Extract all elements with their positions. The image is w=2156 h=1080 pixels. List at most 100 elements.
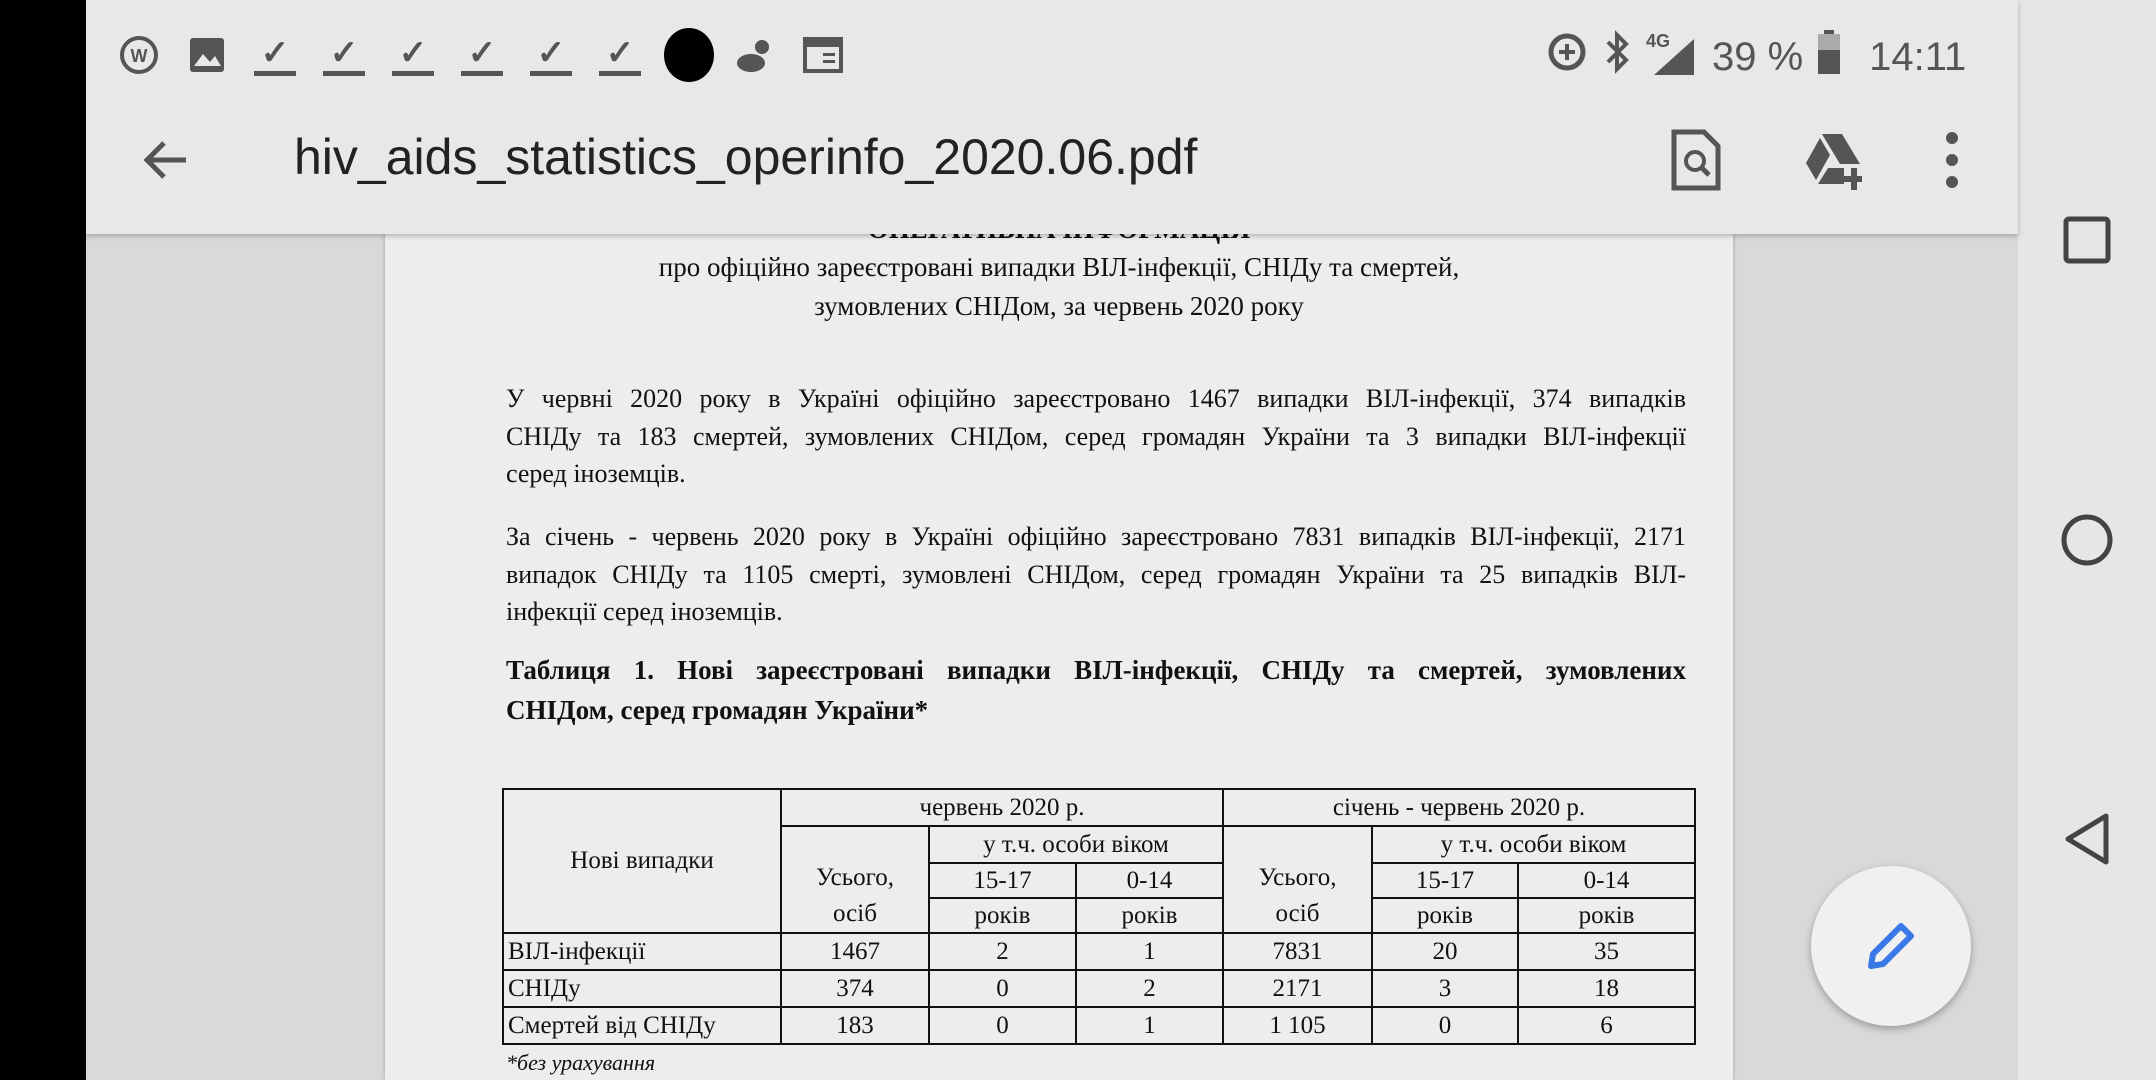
header-age-group: у т.ч. особи віком: [928, 825, 1224, 864]
bluetooth-icon: [1602, 30, 1632, 84]
more-vert-icon: [1946, 132, 1958, 188]
text-line: Таблиця 1. Нові зареєстровані випадки ВІ…: [506, 655, 1686, 685]
row-label: ВІЛ-інфекції: [502, 932, 782, 971]
row-label: СНІДу: [502, 969, 782, 1008]
recents-square-icon: [2063, 216, 2111, 264]
left-black-edge: [0, 0, 86, 1080]
navigation-bar: [2018, 0, 2156, 1080]
download-done-icon: ✓: [392, 34, 434, 76]
cell: 6: [1516, 1006, 1697, 1045]
header-age-group: у т.ч. особи віком: [1370, 825, 1697, 864]
text-line: СНІДом, серед громадян України*: [506, 695, 929, 725]
back-button[interactable]: [136, 128, 196, 192]
header-new-cases: Нові випадки: [502, 788, 782, 934]
battery-percent: 39 %: [1712, 34, 1804, 79]
cell: 2171: [1222, 969, 1373, 1008]
svg-text:W: W: [131, 46, 148, 66]
cell: 7831: [1222, 932, 1373, 971]
image-icon: [186, 34, 228, 76]
find-in-document-button[interactable]: [1666, 128, 1726, 192]
download-done-icon: ✓: [323, 34, 365, 76]
cell: 1: [1075, 1006, 1224, 1045]
text-line: осіб: [833, 900, 877, 927]
cell: 2: [1075, 969, 1224, 1008]
cell: 0: [1371, 1006, 1519, 1045]
network-type: 4G: [1646, 31, 1671, 51]
back-nav-button[interactable]: [2060, 812, 2114, 866]
home-button[interactable]: [2060, 513, 2114, 567]
header-age-0-14: 0-14: [1075, 862, 1224, 899]
header-age-15-17: 15-17: [1371, 862, 1519, 899]
find-in-document-icon: [1671, 129, 1721, 191]
wps-icon: W: [118, 34, 160, 76]
footnote: *без урахування: [506, 1050, 656, 1075]
header-years: років: [1075, 897, 1224, 934]
cell: 1467: [780, 932, 930, 971]
cell: 2: [928, 932, 1077, 971]
recents-button[interactable]: [2060, 213, 2114, 267]
table-heading: Таблиця 1. Нові зареєстровані випадки ВІ…: [506, 650, 1686, 730]
cell: 3: [1371, 969, 1519, 1008]
data-saver-icon: [1546, 31, 1588, 83]
cell: 1: [1075, 932, 1224, 971]
table-row: Смертей від СНІДу 183 0 1 1 105 0 6: [502, 1006, 1697, 1045]
cell: 374: [780, 969, 930, 1008]
paragraph-jan-june: За січень - червень 2020 року в Україні …: [506, 518, 1686, 631]
text-line: осіб: [1275, 900, 1320, 927]
status-right: 4G 39 % 14:11: [1546, 30, 1966, 84]
weather-icon: [734, 34, 776, 76]
back-arrow-icon: [143, 141, 186, 179]
cell: 0: [928, 1006, 1077, 1045]
back-triangle-icon: [2065, 813, 2109, 865]
header-total: Усього, осіб: [1222, 825, 1373, 934]
row-label: Смертей від СНІДу: [502, 1006, 782, 1045]
home-circle-icon: [2061, 514, 2113, 566]
text-line: Усього,: [815, 864, 895, 891]
document-title: hiv_aids_statistics_operinfo_2020.06.pdf: [294, 129, 1198, 185]
battery-icon: [1817, 30, 1841, 84]
text-line: СНІДу та 183 смертей, зумовлених СНІДом,…: [506, 421, 1686, 451]
app-header: W ✓ ✓ ✓ ✓ ✓ ✓ 4G 39 % 14:11 hiv_aids_sta…: [86, 0, 2018, 234]
header-years: років: [928, 897, 1077, 934]
text-line: За січень - червень 2020 року в Україні …: [506, 522, 1686, 551]
cell: 183: [780, 1006, 930, 1045]
header-jan-june: січень - червень 2020 р.: [1221, 788, 1697, 827]
table-row: СНІДу 374 0 2 2171 3 18: [502, 969, 1697, 1008]
text-line: серед іноземців.: [506, 459, 686, 488]
calendar-icon: [802, 34, 844, 76]
doc-subtitle-line-1: про офіційно зареєстровані випадки ВІЛ-і…: [658, 252, 1460, 282]
header-years: років: [1516, 897, 1697, 934]
add-to-drive-icon: [1806, 134, 1862, 190]
download-done-icon: ✓: [599, 34, 641, 76]
signal-4g-icon: 4G: [1646, 31, 1698, 79]
statistics-table: Нові випадки червень 2020 р. січень - че…: [502, 788, 1697, 1045]
cell: 0: [928, 969, 1077, 1008]
table-row: ВІЛ-інфекції 1467 2 1 7831 20 35: [502, 932, 1697, 971]
download-done-icon: ✓: [461, 34, 503, 76]
header-age-0-14: 0-14: [1516, 862, 1697, 899]
pdf-page: ОПЕРАТИВНА ІНФОРМАЦІЯ про офіційно зареє…: [385, 234, 1733, 1080]
doc-title: ОПЕРАТИВНА ІНФОРМАЦІЯ: [385, 234, 1733, 245]
edit-fab-button[interactable]: [1811, 866, 1971, 1026]
header-june: червень 2020 р.: [780, 788, 1224, 827]
cell: 20: [1371, 932, 1519, 971]
more-options-button[interactable]: [1922, 128, 1982, 192]
clock: 14:11: [1869, 34, 1967, 79]
cell: 35: [1516, 932, 1697, 971]
text-line: інфекції серед іноземців.: [506, 597, 783, 626]
text-line: Усього,: [1258, 864, 1337, 891]
add-to-drive-button[interactable]: [1802, 128, 1862, 192]
black-circle-icon: [664, 28, 714, 82]
header-age-15-17: 15-17: [928, 862, 1077, 899]
pdf-viewer[interactable]: ОПЕРАТИВНА ІНФОРМАЦІЯ про офіційно зареє…: [86, 234, 2018, 1080]
download-done-icon: ✓: [530, 34, 572, 76]
cell: 18: [1516, 969, 1697, 1008]
text-line: У червні 2020 року в Україні офіційно за…: [506, 384, 1686, 413]
header-total: Усього, осіб: [780, 825, 930, 934]
header-years: років: [1371, 897, 1519, 934]
text-line: випадок СНІДу та 1105 смерті, зумовлені …: [506, 559, 1686, 589]
paragraph-june: У червні 2020 року в Україні офіційно за…: [506, 380, 1686, 493]
edit-pencil-icon: [1868, 923, 1914, 969]
doc-subtitle-line-2: зумовлених СНІДом, за червень 2020 року: [814, 291, 1304, 321]
cell: 1 105: [1222, 1006, 1373, 1045]
